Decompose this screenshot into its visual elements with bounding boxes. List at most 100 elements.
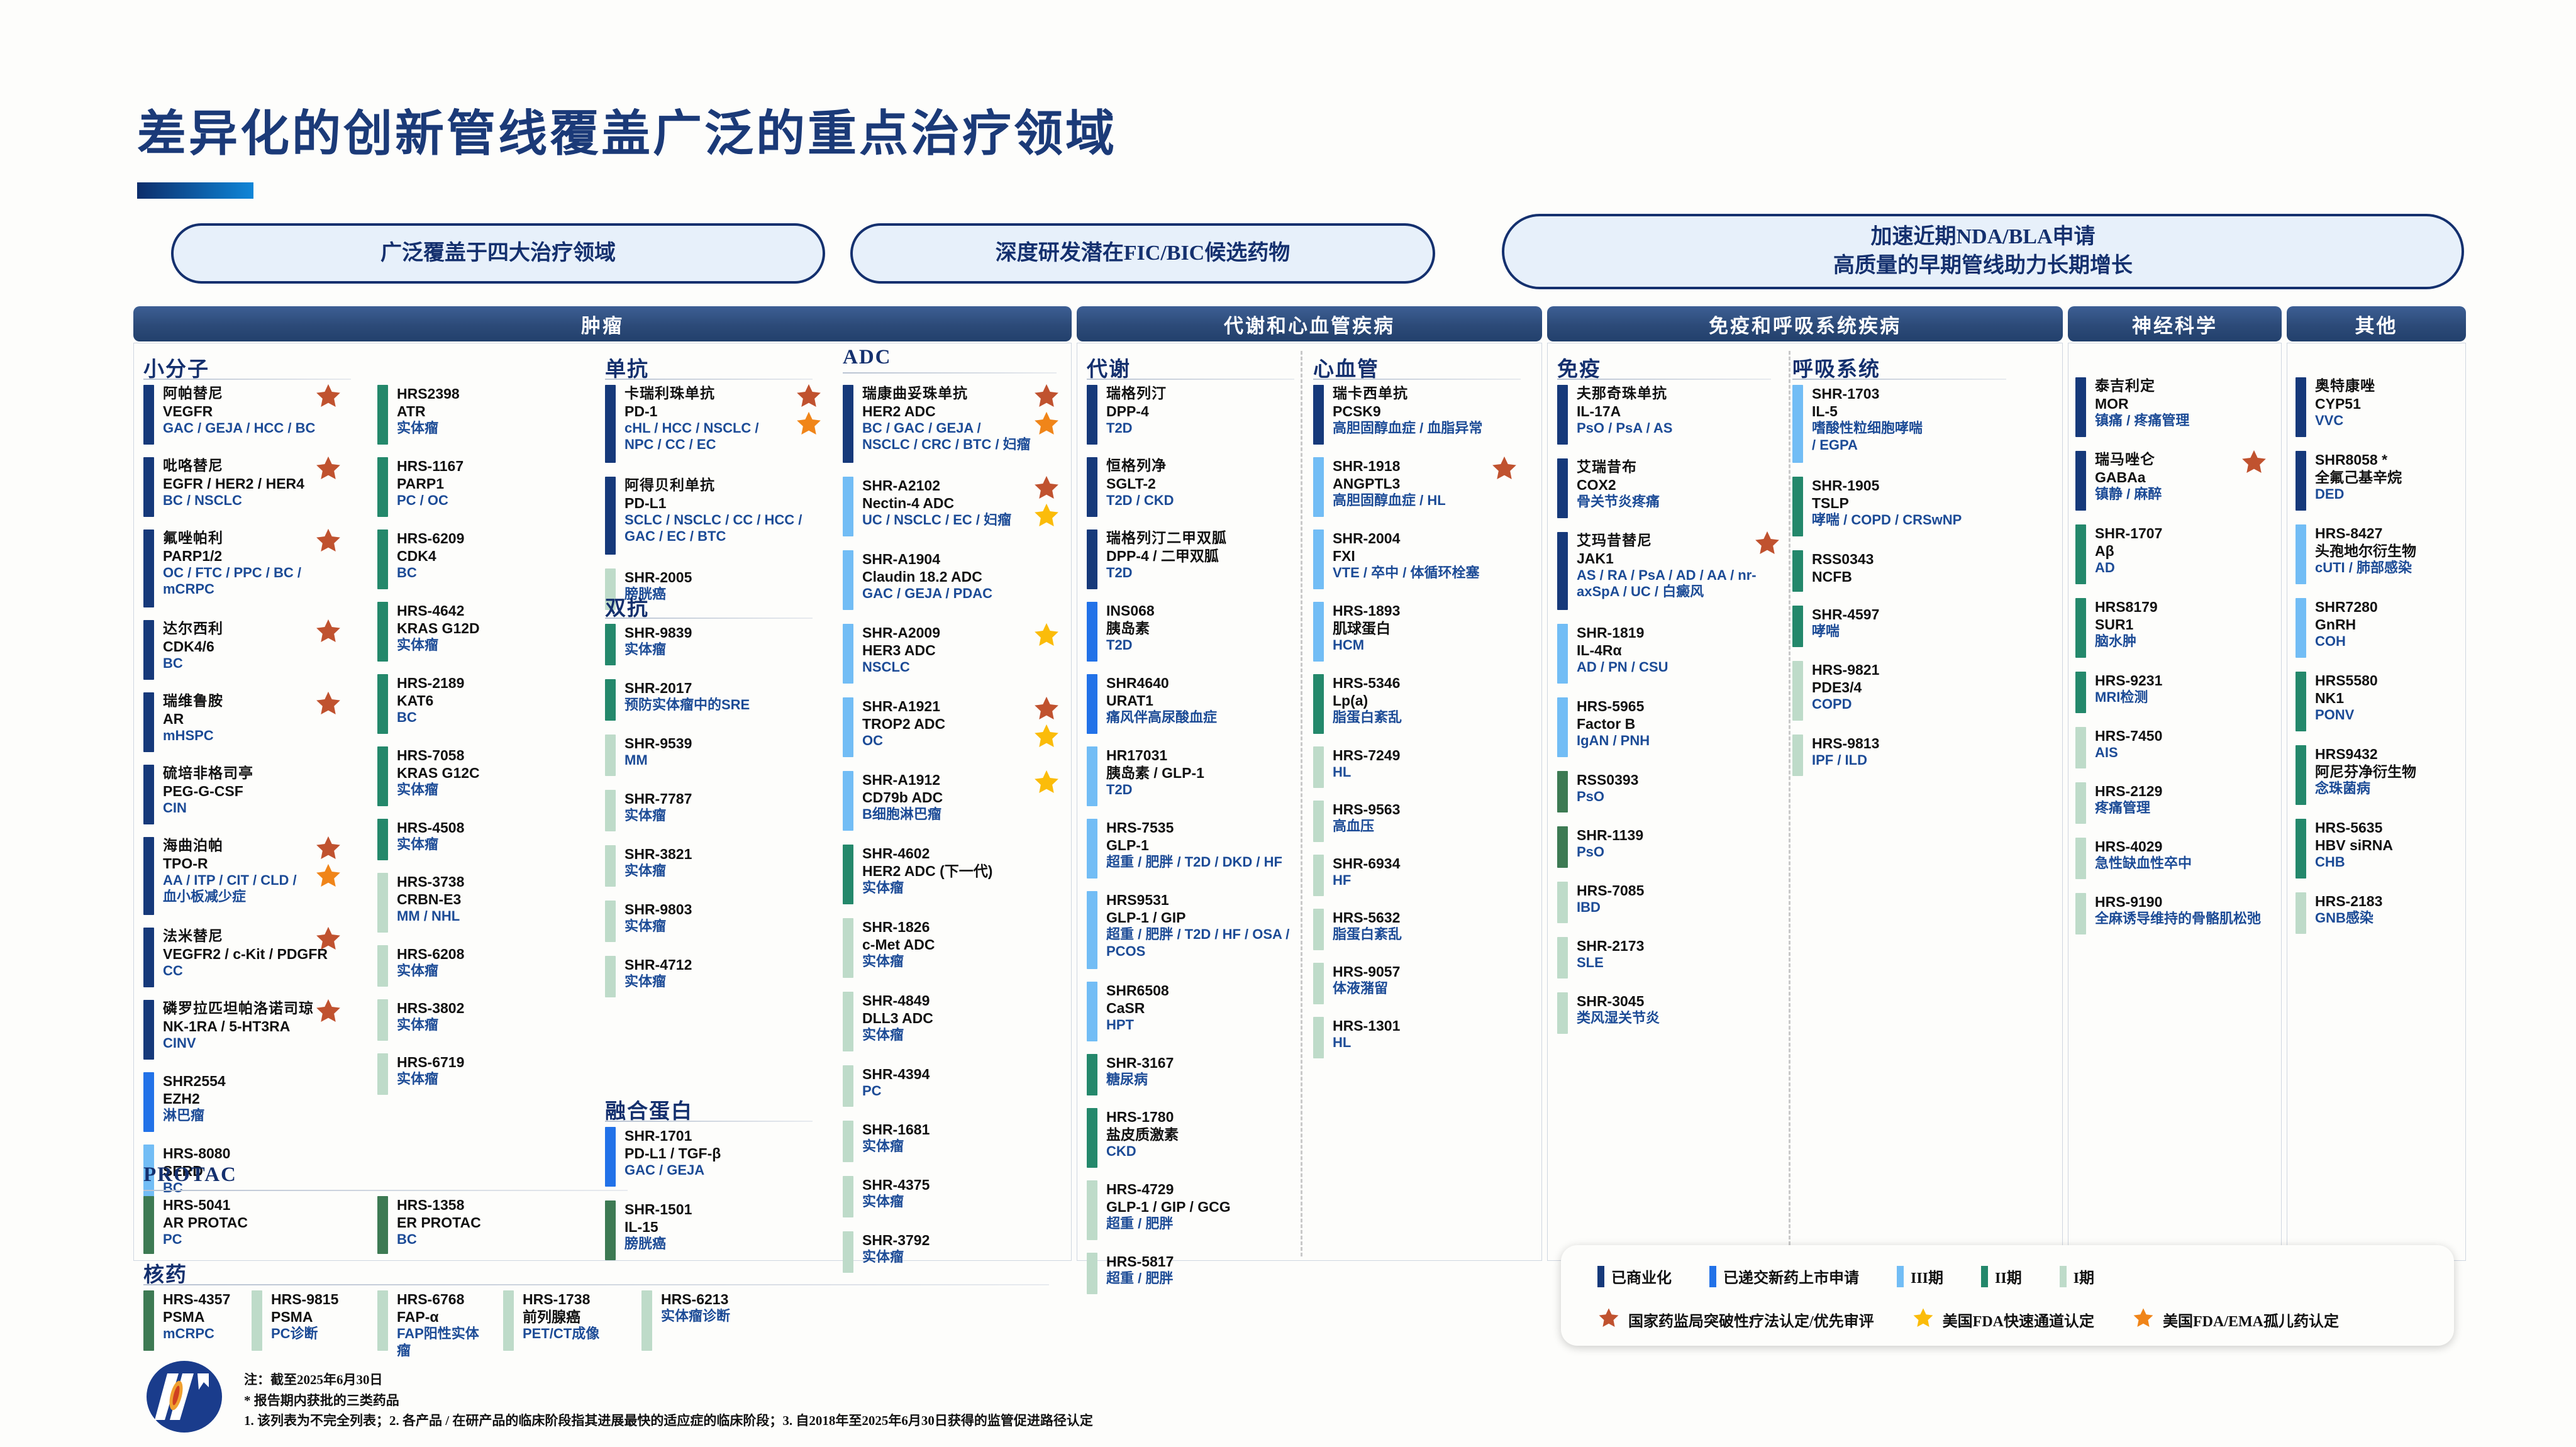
drug-name: SHR-4394 <box>862 1066 930 1082</box>
legend-label: 已递交新药上市申请 <box>1723 1270 1859 1287</box>
phase-indicator-bar <box>605 845 616 887</box>
phase-indicator-bar <box>503 1290 514 1351</box>
drug-name: HRS-5632 <box>1333 909 1401 926</box>
drug-target: ATR <box>397 403 426 420</box>
pipeline-entry: SHR-9539 MM <box>605 735 813 776</box>
drug-indication: HL <box>1333 764 1352 780</box>
entry-text: SHR-2173 SLE <box>1568 937 1644 979</box>
entry-text: HRS-5041 AR PROTAC PC <box>154 1196 248 1254</box>
panel-other <box>2287 343 2466 1261</box>
entry-text: HRS-9231 MRI检测 <box>2086 672 2162 713</box>
drug-indication: T2D <box>1106 564 1133 580</box>
page-title: 差异化的创新管线覆盖广泛的重点治疗领域 <box>137 106 1118 161</box>
drug-name: 瑞格列汀二甲双胍 <box>1106 530 1227 546</box>
drug-name: HRS-6209 <box>397 530 465 546</box>
column-rule <box>605 618 813 619</box>
footer-note-1: 注：截至2025年6月30日 <box>244 1372 383 1387</box>
drug-name: HRS-4729 <box>1106 1181 1174 1197</box>
phase-indicator-bar <box>1792 661 1803 721</box>
drug-name: 恒格列净 <box>1106 458 1167 474</box>
drug-name: 卡瑞利珠单抗 <box>625 385 715 401</box>
drug-indication: COH <box>2315 633 2346 650</box>
drug-indication: 急性缺血性卒中 <box>2095 855 2192 872</box>
pipeline-entry: SHR-3045 类风湿关节炎 <box>1557 992 1790 1034</box>
drug-name: 瑞维鲁胺 <box>163 693 223 709</box>
phase-indicator-bar <box>2075 451 2086 511</box>
phase-indicator-bar <box>2075 672 2086 713</box>
pipeline-entry: 夫那奇珠单抗 IL-17A PsO / PsA / AS <box>1557 385 1790 445</box>
legend-label: 已商业化 <box>1611 1270 1672 1287</box>
drug-name: HRS-4508 <box>397 819 465 836</box>
pipeline-entry: 阿帕替尼 VEGFR GAC / GEJA / HCC / BC <box>143 385 351 445</box>
drug-target: CDK4 <box>397 548 436 565</box>
drug-name: SHR-3045 <box>1577 993 1645 1009</box>
phase-indicator-bar <box>1087 674 1097 734</box>
entry-text: HRS-4029 急性缺血性卒中 <box>2086 838 2192 879</box>
phase-indicator-bar <box>1313 801 1324 842</box>
pipeline-entry: SHR-9803 实体瘤 <box>605 901 813 942</box>
entry-text: HRS-7535 GLP-1 超重 / 肥胖 / T2D / DKD / HF <box>1097 819 1282 879</box>
drug-indication: AS / RA / PsA / AD / AA / nr-axSpA / UC … <box>1577 567 1757 600</box>
pipeline-entry: HRS-9813 IPF / ILD <box>1792 735 2025 776</box>
phase-indicator-bar <box>377 819 388 860</box>
drug-indication: CHB <box>2315 854 2345 870</box>
drug-indication: PC <box>163 1231 182 1248</box>
drug-target: FXI <box>1333 548 1355 565</box>
pipeline-entry: HRS-2189 KAT6 BC <box>377 674 566 734</box>
entry-text: 磷罗拉匹坦帕洛诺司琼 NK-1RA / 5-HT3RA CINV <box>154 1000 314 1060</box>
pipeline-entry: SHR-4597 哮喘 <box>1792 606 2025 647</box>
drug-indication: 体液潴留 <box>1333 980 1389 997</box>
column-head-cardiovascular: 心血管 <box>1313 358 1379 381</box>
drug-name: SHR-9803 <box>625 901 692 918</box>
drug-target: 头孢地尔衍生物 <box>2315 543 2416 560</box>
drug-name: HRS-6768 <box>397 1291 465 1307</box>
phase-indicator-bar <box>1557 882 1568 923</box>
drug-target: CYP51 <box>2315 395 2361 412</box>
section-header-oncology: 肿瘤 <box>133 306 1072 341</box>
pipeline-entry: 奥特康唑 CYP51 VVC <box>2296 377 2462 437</box>
drug-name: SHR-A1921 <box>862 698 940 714</box>
column-head-respiratory: 呼吸系统 <box>1792 358 1880 381</box>
drug-indication: CIN <box>163 799 187 816</box>
pill-text-line2: 高质量的早期管线助力长期增长 <box>1833 254 2133 277</box>
drug-name: HRS-5346 <box>1333 675 1401 691</box>
drug-indication: T2D <box>1106 637 1133 653</box>
drug-indication: T2D <box>1106 782 1133 798</box>
drug-name: HRS-4357 <box>163 1291 231 1307</box>
drug-indication: T2D <box>1106 419 1133 436</box>
phase-indicator-bar <box>1557 771 1568 812</box>
drug-target: GLP-1 <box>1106 837 1149 854</box>
legend-swatch <box>2059 1265 2067 1287</box>
pipeline-entry: HRS-1893 肌球蛋白 HCM <box>1313 602 1527 662</box>
drug-name: HRS-9231 <box>2095 672 2163 689</box>
pipeline-entry: SHR-1701 PD-L1 / TGF-β GAC / GEJA <box>605 1127 813 1187</box>
phase-indicator-bar <box>605 385 616 463</box>
entry-text: 阿得贝利单抗 PD-L1 SCLC / NSCLC / CC / HCC / GAC … <box>616 477 802 555</box>
pipeline-entry: 达尔西利 CDK4/6 BC <box>143 620 351 680</box>
pipeline-entry: HRS-1301 HL <box>1313 1017 1527 1058</box>
column-rule <box>843 372 1057 374</box>
drug-target: Aβ <box>2095 543 2114 560</box>
drug-indication: HL <box>1333 1034 1352 1051</box>
pipeline-entry: SHR-A1921 TROP2 ADC OC <box>843 697 1069 757</box>
entry-text: SHR-A1904 Claudin 18.2 ADC GAC / GEJA / PD… <box>853 550 992 610</box>
drug-target: MOR <box>2095 395 2129 412</box>
phase-indicator-bar <box>605 901 616 942</box>
entry-text: SHR4640 URAT1 痛风伴高尿酸血症 <box>1097 674 1217 734</box>
drug-name: HRS-4029 <box>2095 838 2163 855</box>
phase-indicator-bar <box>252 1290 262 1351</box>
drug-indication: BC / GAC / GEJA / NSCLC / CRC / BTC / 妇瘤 <box>862 419 1031 453</box>
drug-indication: 嗜酸性粒细胞哮喘 / EGPA <box>1812 420 1923 453</box>
pipeline-entry: HRS-7535 GLP-1 超重 / 肥胖 / T2D / DKD / HF <box>1087 819 1301 879</box>
entry-text: HRS-1893 肌球蛋白 HCM <box>1324 602 1400 662</box>
drug-indication: AD / PN / CSU <box>1577 659 1668 675</box>
drug-indication: PsO <box>1577 789 1605 805</box>
drug-name: HRS-7450 <box>2095 728 2163 744</box>
drug-target: DLL3 ADC <box>862 1010 933 1027</box>
phase-indicator-bar <box>2075 782 2086 824</box>
drug-indication: 实体瘤 <box>625 863 667 879</box>
highlight-pill-coverage: 广泛覆盖于四大治疗领域 <box>171 223 825 284</box>
drug-target: FAP-α <box>397 1309 439 1326</box>
pipeline-entry: HRS-5346 Lp(a) 脂蛋白紊乱 <box>1313 674 1527 734</box>
drug-name: SHR8058 * <box>2315 452 2388 468</box>
